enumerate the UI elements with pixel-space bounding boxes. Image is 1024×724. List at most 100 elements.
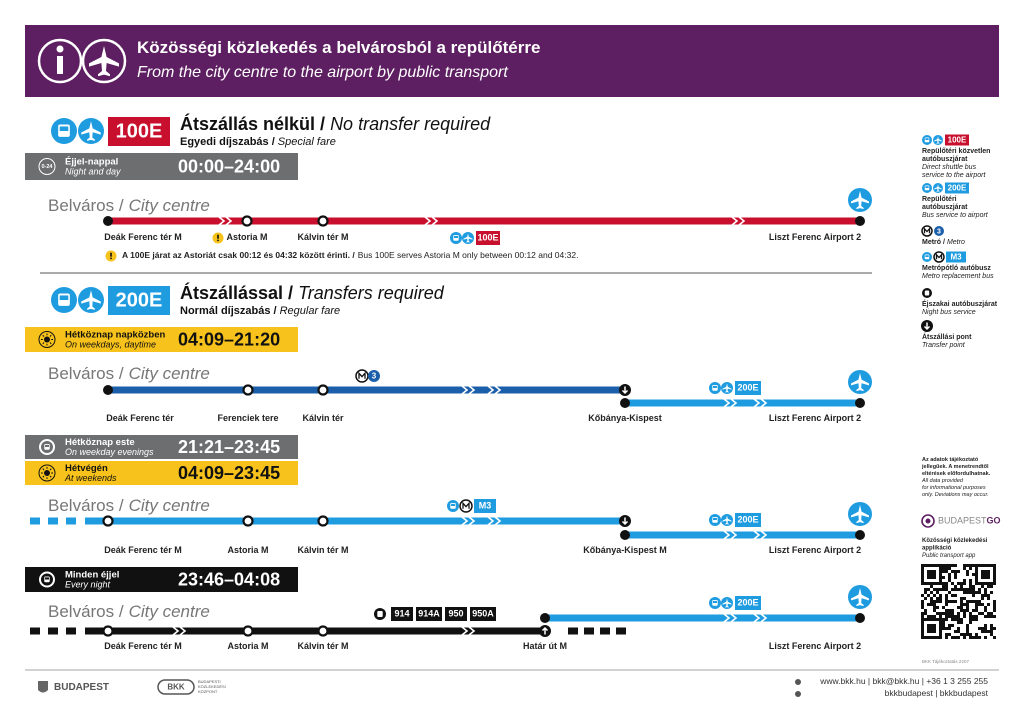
warning-glyph xyxy=(110,252,112,257)
dash xyxy=(48,517,58,525)
qr-cell xyxy=(957,618,960,621)
app-logo-dot xyxy=(925,518,931,524)
qr-cell xyxy=(990,612,993,615)
qr-cell xyxy=(963,579,966,582)
transfer-arrow xyxy=(621,517,629,526)
section-fare-part: Normál díjszabás / xyxy=(180,305,277,317)
qr-cell xyxy=(978,612,981,615)
legend-text: Repülőtéri közvetlen xyxy=(922,148,990,155)
qr-cell xyxy=(936,606,939,609)
qr-cell xyxy=(945,609,948,612)
clock-icon xyxy=(38,158,56,175)
qr-cell xyxy=(969,564,972,567)
section-badge-label-part: 100E xyxy=(116,121,163,143)
qr-cell xyxy=(957,636,960,639)
schedule-time-part: 21:21–23:45 xyxy=(178,437,280,457)
qr-cell xyxy=(963,588,966,591)
dash xyxy=(66,517,76,525)
qr-cell xyxy=(972,573,975,576)
legend-text-part: Metrópótló autóbusz xyxy=(922,265,991,272)
schedule-label: Hétköznap este xyxy=(65,437,135,448)
legend-text-part: Átszállási pont xyxy=(922,332,972,341)
route-badge-label: 200E xyxy=(948,184,967,193)
footer-social-part: bkkbudapest | bkkbudapest xyxy=(885,688,989,698)
qr-cell xyxy=(984,606,987,609)
qr-cell xyxy=(984,627,987,630)
plane-glyph xyxy=(722,383,732,393)
qr-cell xyxy=(990,585,993,588)
route-badge-label-part: 950 xyxy=(448,609,463,619)
route-badge-label: M3 xyxy=(479,501,492,511)
qr-cell xyxy=(945,636,948,639)
header-subtitle: From the city centre to the airport by p… xyxy=(137,64,508,81)
route-badge-label-part: 100E xyxy=(477,233,498,243)
qr-cell xyxy=(993,609,996,612)
schedule-label-en: On weekday evenings xyxy=(65,447,154,457)
plane-glyph xyxy=(934,184,942,192)
app-text-en: Public transport app xyxy=(922,553,976,559)
qr-cell xyxy=(930,615,933,618)
sun-ray xyxy=(42,475,45,478)
qr-cell xyxy=(954,564,957,567)
route-badge-label: 100E xyxy=(477,233,498,243)
qr-cell xyxy=(978,627,981,630)
qr-cell xyxy=(963,567,966,570)
qr-cell xyxy=(942,627,945,630)
qr-cell xyxy=(993,603,996,606)
chevron xyxy=(738,216,746,226)
qr-cell xyxy=(942,570,945,573)
qr-cell xyxy=(972,594,975,597)
stop xyxy=(317,625,329,637)
route-badge-label-part: 914 xyxy=(394,609,409,619)
qr-cell xyxy=(957,612,960,615)
stop-label: Deák Ferenc tér M xyxy=(104,232,182,242)
qr-cell xyxy=(987,612,990,615)
stop-label-part: Astoria M xyxy=(226,232,267,242)
app-brand-part: BUDAPEST xyxy=(938,516,987,526)
schedule-label-en-part: Every night xyxy=(65,580,111,590)
qr-cell xyxy=(957,615,960,618)
qr-cell xyxy=(951,588,954,591)
plane-glyph xyxy=(81,290,101,310)
stop-label: Liszt Ferenc Airport 2 xyxy=(769,641,861,651)
route-badge-label: M3 xyxy=(950,253,962,262)
stop-label: Deák Ferenc tér M xyxy=(104,641,182,651)
qr-cell xyxy=(939,597,942,600)
schedule-box xyxy=(25,327,298,352)
transfer-arrow xyxy=(621,386,629,395)
legend-badge-label: 3 xyxy=(937,228,941,235)
chevron xyxy=(494,516,502,526)
disclaimer-part: Az adatok tájékoztató xyxy=(922,457,979,463)
qr-cell xyxy=(966,570,969,573)
qr-cell xyxy=(948,612,951,615)
legend-text: Éjszakai autóbuszjárat xyxy=(922,299,998,308)
qr-cell xyxy=(951,570,954,573)
qr-cell xyxy=(969,585,972,588)
route-badge-label-part: 100E xyxy=(948,136,967,145)
qr-cell xyxy=(933,603,936,606)
warning-dot xyxy=(217,239,219,242)
stop xyxy=(855,216,865,226)
chevron xyxy=(730,530,738,540)
chevron xyxy=(179,626,187,636)
qr-cell xyxy=(924,591,927,594)
qr-cell xyxy=(963,582,966,585)
stop xyxy=(620,398,630,408)
chevron xyxy=(730,398,738,408)
qr-cell xyxy=(948,633,951,636)
qr-cell xyxy=(975,633,978,636)
chevron xyxy=(723,613,731,623)
qr-cell xyxy=(981,627,984,630)
qr-cell xyxy=(948,573,951,576)
qr-cell xyxy=(942,588,945,591)
legend-text-en-part: Night bus service xyxy=(922,309,976,316)
qr-cell xyxy=(981,594,984,597)
qr-cell xyxy=(942,567,945,570)
section-title: Átszállással / Transfers required xyxy=(180,282,445,303)
stop-label-part: Deák Ferenc tér M xyxy=(104,641,182,651)
metro-line-label-part: 3 xyxy=(372,372,377,381)
qr-cell xyxy=(957,588,960,591)
schedule-time: 04:09–23:45 xyxy=(178,463,280,483)
stop-label-part: Kálvin tér M xyxy=(297,232,348,242)
qr-cell xyxy=(942,612,945,615)
